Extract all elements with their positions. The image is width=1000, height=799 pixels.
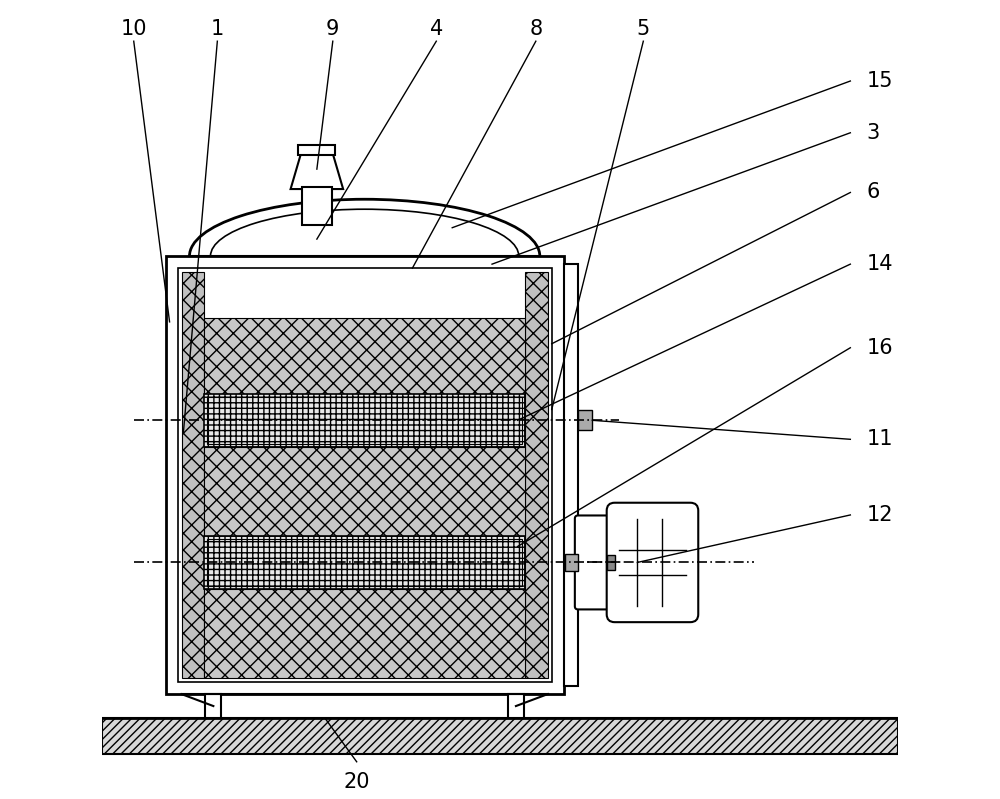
FancyBboxPatch shape	[607, 503, 698, 622]
Text: 4: 4	[430, 19, 443, 39]
Bar	[205, 694, 221, 718]
Bar	[298, 145, 335, 155]
Bar	[207, 539, 522, 586]
Text: 12: 12	[866, 505, 893, 525]
Bar	[578, 411, 592, 431]
Text: 1: 1	[211, 19, 224, 39]
Bar	[302, 187, 332, 225]
Bar	[204, 536, 525, 589]
Text: 3: 3	[866, 123, 880, 143]
Bar	[182, 272, 204, 678]
Bar	[178, 268, 552, 682]
Bar	[204, 589, 525, 678]
Bar	[525, 272, 548, 678]
FancyBboxPatch shape	[575, 515, 611, 610]
Text: 14: 14	[866, 254, 893, 274]
Text: 8: 8	[529, 19, 542, 39]
Bar	[607, 555, 615, 570]
Text: 11: 11	[866, 429, 893, 449]
Text: 6: 6	[866, 182, 880, 202]
Polygon shape	[291, 152, 343, 189]
Bar	[564, 264, 578, 686]
Bar	[204, 318, 525, 394]
Text: 10: 10	[120, 19, 147, 39]
Bar	[207, 397, 522, 443]
Text: 15: 15	[866, 71, 893, 91]
Bar	[565, 554, 578, 571]
Text: 16: 16	[866, 338, 893, 358]
Bar	[204, 394, 525, 447]
Bar	[166, 256, 564, 694]
Bar	[508, 694, 524, 718]
Text: 5: 5	[637, 19, 650, 39]
Text: 20: 20	[343, 772, 370, 792]
Bar	[102, 718, 898, 753]
Bar	[204, 447, 525, 536]
Text: 9: 9	[326, 19, 339, 39]
